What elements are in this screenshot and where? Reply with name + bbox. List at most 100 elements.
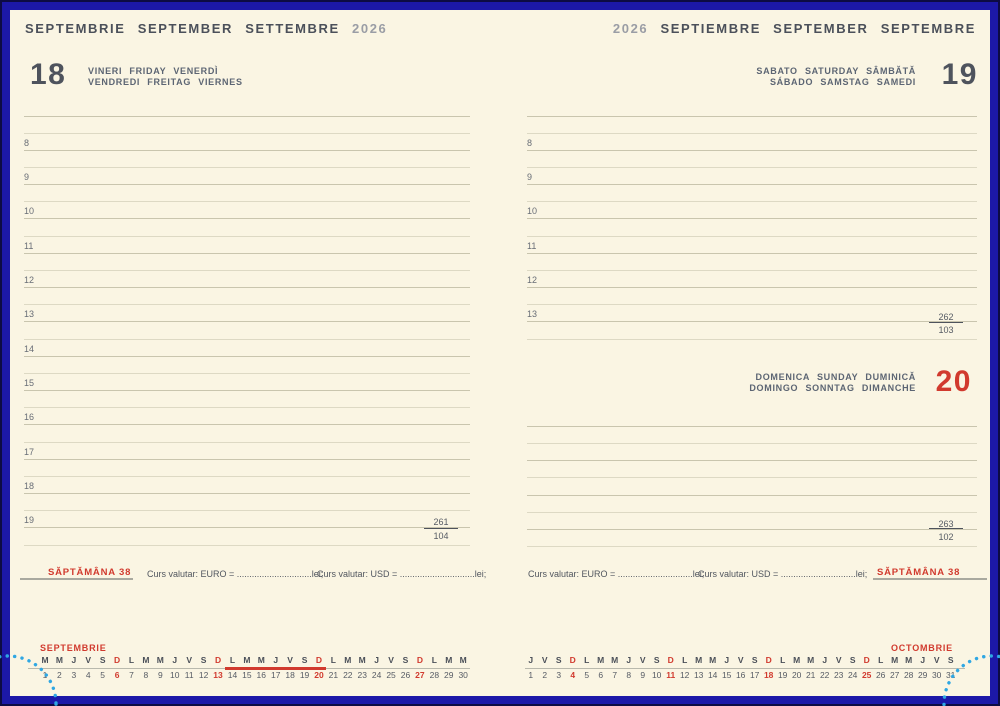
ruled-line (24, 269, 470, 271)
ruled-line (527, 443, 977, 445)
saturday-days-remaining: 103 (938, 324, 954, 335)
calendar-day-letter: D (863, 654, 870, 665)
calendar-day-letter: S (200, 654, 207, 665)
calendar-day-letter: M (807, 654, 815, 665)
calendar-day-number: 1 (528, 669, 534, 680)
friday-day-names: VINERI FRIDAY VENERDÌ VENDREDI FREITAG V… (88, 66, 243, 88)
left-currency-usd: Curs valutar: USD = ....................… (317, 569, 487, 579)
ruled-line (24, 287, 470, 289)
calendar-day-letter: V (541, 654, 548, 665)
calendar-day-number: 21 (328, 669, 339, 680)
saturday-day-names: SABATO SATURDAY SÂMBĂTĂ SÁBADO SAMSTAG S… (600, 66, 916, 88)
calendar-day-letter: V (85, 654, 92, 665)
calendar-day-letter: D (315, 654, 323, 665)
hour-label: 10 (527, 206, 538, 217)
calendar-day-number: 16 (256, 669, 267, 680)
calendar-day-letter: J (822, 654, 828, 665)
calendar-day-number: 9 (157, 669, 163, 680)
hour-label: 12 (527, 275, 538, 286)
hour-label: 13 (527, 309, 538, 320)
calendar-day-letter: L (682, 654, 688, 665)
ruled-line (527, 460, 977, 462)
calendar-day-letter: S (947, 654, 954, 665)
calendar-day-letter: L (878, 654, 884, 665)
calendar-day-letter: S (555, 654, 562, 665)
ruled-line (24, 372, 470, 374)
calendar-day-number: 3 (556, 669, 562, 680)
calendar-day-number: 12 (679, 669, 690, 680)
right-currency-usd: Curs valutar: USD = ....................… (698, 569, 868, 579)
ruled-line (527, 338, 977, 340)
right-year: 2026 (612, 21, 649, 36)
ruled-line (527, 511, 977, 513)
ruled-line (24, 475, 470, 477)
calendar-day-number: 24 (371, 669, 382, 680)
calendar-day-number: 27 (889, 669, 900, 680)
ruled-line (24, 115, 470, 117)
calendar-day-number: 24 (847, 669, 858, 680)
ruled-line (24, 527, 470, 529)
ruled-line (527, 426, 977, 427)
ruled-line (527, 149, 977, 151)
calendar-day-letter: M (445, 654, 453, 665)
left-week-label: SĂPTĂMÂNA 38 (48, 567, 132, 578)
ruled-line (24, 441, 470, 443)
calendar-day-letter: D (569, 654, 576, 665)
right-currency-euro: Curs valutar: EURO = ...................… (528, 569, 705, 579)
right-month-names: SEPTIEMBRE SEPTEMBER SEPTEMBRE (660, 21, 976, 36)
ruled-line (527, 494, 977, 496)
calendar-day-number: 12 (198, 669, 209, 680)
sunday-days-remaining: 102 (938, 532, 954, 543)
calendar-day-number: 17 (270, 669, 281, 680)
ruled-line (527, 115, 977, 117)
calendar-day-number: 13 (693, 669, 704, 680)
ruled-line (527, 132, 977, 134)
ruled-line (24, 510, 470, 512)
ruled-line (24, 235, 470, 237)
ruled-line (24, 544, 470, 546)
ruled-line (24, 132, 470, 134)
calendar-day-letter: M (344, 654, 352, 665)
calendar-day-letter: L (330, 654, 336, 665)
friday-days-remaining: 104 (433, 530, 449, 541)
calendar-divider-line (525, 668, 965, 669)
calendar-day-letter: D (667, 654, 674, 665)
ruled-line (24, 304, 470, 306)
calendar-day-letter: M (257, 654, 265, 665)
calendar-day-number: 28 (429, 669, 440, 680)
calendar-day-letter: M (41, 654, 49, 665)
left-year: 2026 (352, 21, 388, 36)
calendar-day-number: 10 (651, 669, 662, 680)
calendar-day-letter: J (528, 654, 534, 665)
hour-label: 9 (24, 172, 30, 183)
ruled-line (24, 407, 470, 409)
calendar-day-letter: J (71, 654, 77, 665)
calendar-day-number: 31 (945, 669, 956, 680)
calendar-day-number: 28 (903, 669, 914, 680)
calendar-day-number: 29 (444, 669, 454, 680)
friday-names-line1: VINERI FRIDAY VENERDÌ (88, 66, 219, 76)
ruled-line (527, 269, 977, 271)
hour-label: 11 (24, 240, 34, 251)
calendar-day-letter: M (905, 654, 913, 665)
ruled-line (24, 218, 470, 220)
calendar-day-number: 5 (584, 669, 590, 680)
ruled-line (527, 235, 977, 237)
left-currency-euro: Curs valutar: EURO = ...................… (147, 569, 324, 579)
calendar-day-number: 22 (343, 669, 353, 680)
calendar-day-letter: D (416, 654, 423, 665)
ruled-line (527, 321, 977, 323)
calendar-day-letter: V (933, 654, 940, 665)
calendar-day-letter: L (584, 654, 590, 665)
calendar-day-number: 14 (707, 669, 718, 680)
saturday-names-line2: SÁBADO SAMSTAG SAMEDI (769, 77, 916, 87)
hour-label: 11 (527, 240, 537, 251)
diary-page-spread: SEPTEMBRIE SEPTEMBER SETTEMBRE 2026 18 V… (10, 10, 990, 696)
saturday-day-number: 19 (941, 58, 978, 91)
ruled-line (24, 390, 470, 392)
calendar-day-number: 20 (791, 669, 802, 680)
calendar-day-number: 6 (598, 669, 604, 680)
calendar-day-letter: J (920, 654, 926, 665)
calendar-day-letter: D (114, 654, 121, 665)
calendar-day-number: 15 (721, 669, 732, 680)
